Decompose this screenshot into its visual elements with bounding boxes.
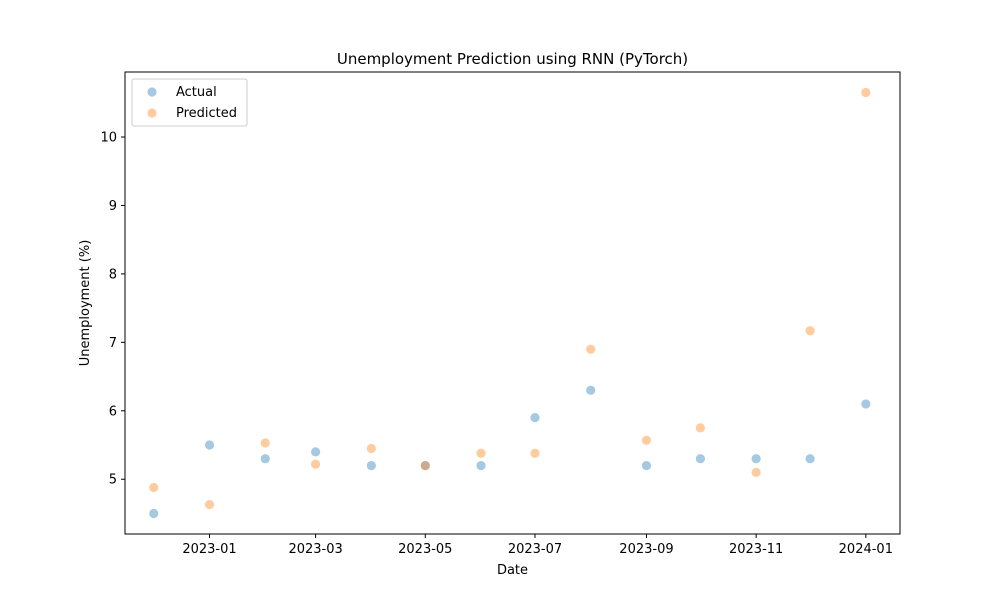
legend: Actual Predicted — [131, 78, 248, 127]
point-actual-10 — [695, 454, 706, 464]
point-predicted-2 — [260, 438, 270, 448]
x-tick-label-3: 2023-07 — [508, 542, 562, 557]
data-points — [149, 87, 871, 519]
point-actual-12 — [805, 454, 815, 464]
point-actual-5 — [420, 460, 430, 471]
point-predicted-0 — [149, 482, 159, 493]
legend-marker-predicted — [147, 108, 157, 118]
y-tick-label-1: 6 — [109, 404, 117, 419]
point-actual-1 — [204, 440, 215, 450]
point-predicted-12 — [805, 326, 815, 336]
y-tick-label-4: 9 — [109, 199, 117, 214]
y-tick-label-3: 8 — [109, 267, 117, 282]
y-tick-label-2: 7 — [109, 336, 117, 351]
x-tick-label-4: 2023-09 — [619, 542, 673, 557]
point-predicted-3 — [311, 459, 321, 469]
chart-title: Unemployment Prediction using RNN (PyTor… — [337, 50, 688, 68]
x-tick-label-5: 2023-11 — [729, 542, 783, 557]
point-actual-0 — [149, 508, 159, 519]
point-predicted-7 — [530, 448, 540, 458]
legend-marker-actual — [147, 87, 157, 97]
x-tick-label-1: 2023-03 — [288, 542, 342, 557]
point-actual-4 — [366, 460, 376, 471]
point-predicted-1 — [204, 499, 215, 510]
point-actual-7 — [530, 413, 540, 423]
point-actual-2 — [260, 454, 270, 464]
y-axis-ticks: 5 6 7 8 9 10 — [100, 131, 125, 488]
x-tick-label-0: 2023-01 — [182, 542, 236, 557]
plot-area — [124, 71, 901, 535]
x-axis-label: Date — [497, 563, 528, 578]
x-tick-label-6: 2024-01 — [839, 542, 893, 557]
legend-label-predicted: Predicted — [176, 106, 237, 121]
legend-frame — [131, 78, 248, 127]
point-actual-11 — [751, 454, 761, 464]
legend-label-actual: Actual — [176, 85, 217, 100]
x-axis-ticks: 2023-01 2023-03 2023-05 2023-07 2023-09 2023-… — [182, 534, 893, 557]
y-axis-label: Unemployment (%) — [78, 240, 93, 367]
point-actual-13 — [861, 399, 871, 409]
point-actual-9 — [641, 460, 652, 471]
point-predicted-5 — [420, 460, 430, 471]
point-actual-6 — [476, 460, 486, 471]
point-predicted-11 — [751, 467, 761, 477]
point-predicted-13 — [861, 87, 871, 98]
point-predicted-6 — [476, 448, 486, 458]
point-predicted-9 — [641, 435, 652, 445]
point-predicted-8 — [586, 344, 596, 354]
point-predicted-10 — [695, 423, 706, 433]
point-actual-3 — [311, 447, 321, 457]
point-actual-8 — [586, 385, 596, 395]
point-predicted-4 — [366, 443, 376, 454]
x-tick-label-2: 2023-05 — [398, 542, 452, 557]
y-tick-label-0: 5 — [109, 473, 117, 488]
y-tick-label-5: 10 — [100, 131, 117, 146]
